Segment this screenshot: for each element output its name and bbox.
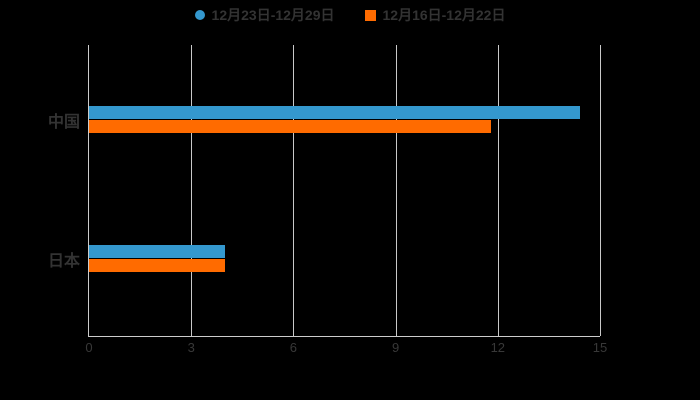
bar-series0-china[interactable]: [89, 106, 580, 119]
category-label: 中国: [47, 113, 80, 131]
bar-series1-japan[interactable]: [89, 259, 226, 272]
x-axis-tick-label: 0: [85, 340, 93, 355]
x-axis-tick-label: 6: [289, 340, 298, 355]
gridline-x-12: [497, 45, 499, 336]
legend-label: 12月16日-12月22日: [382, 7, 506, 23]
category-label: 日本: [47, 252, 80, 270]
bar-group-japan: 日本: [48, 245, 600, 272]
gridline-x-9: [395, 45, 397, 336]
legend: 12月23日-12月29日 12月16日-12月22日: [0, 6, 700, 24]
legend-marker-circle-icon: [194, 10, 205, 20]
gridline-x-15: [600, 45, 601, 336]
x-axis-tick-label: 15: [592, 340, 608, 355]
gridline-x-3: [191, 45, 193, 336]
plot-area: 0 3 6 9 12 15 中国日本: [48, 45, 607, 355]
bar-group-china: 中国: [48, 106, 600, 133]
bar-series0-japan[interactable]: [89, 245, 226, 258]
legend-label: 12月23日-12月29日: [211, 7, 335, 23]
legend-item-week2[interactable]: 12月23日-12月29日: [194, 6, 335, 24]
x-axis-tick-label: 3: [187, 340, 195, 355]
x-axis-tick-label: 12: [490, 340, 506, 355]
x-axis-tick-label: 9: [391, 340, 400, 355]
bar-series1-china[interactable]: [89, 120, 491, 133]
legend-marker-square-icon: [364, 9, 376, 21]
gridline-x-6: [293, 45, 295, 336]
legend-item-week1[interactable]: 12月16日-12月22日: [364, 6, 506, 24]
